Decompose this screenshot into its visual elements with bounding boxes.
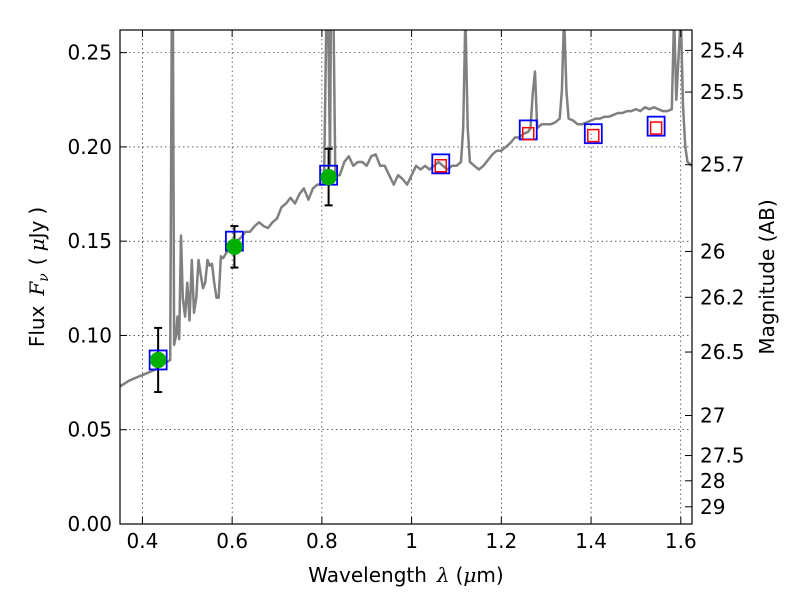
y-axis-label: FluxFν(μJy)	[25, 207, 52, 347]
plot-frame	[119, 29, 693, 525]
model-flux-marker	[583, 123, 603, 145]
x-tick-label: 0.6	[216, 529, 248, 553]
magnitude-tick-label: 28	[700, 469, 725, 493]
upper-limit-marker	[522, 126, 535, 141]
magnitude-axis-label: Magnitude (AB)	[755, 199, 779, 354]
x-tick-label: 0.8	[306, 529, 338, 553]
x-tick-label: 1.6	[665, 529, 697, 553]
error-bars	[148, 115, 666, 394]
y-tick-label: 0.15	[67, 229, 112, 253]
observed-flux-point	[320, 168, 337, 186]
observed-flux-point	[149, 351, 167, 369]
y-tick-label: 0.00	[67, 512, 112, 536]
plot-content	[120, 30, 692, 388]
observed-flux-point	[226, 238, 243, 256]
magnitude-tick-label: 26.2	[700, 285, 745, 309]
x-axis-label: Wavelength λ (μm)	[308, 563, 503, 587]
y-tick-label: 0.05	[67, 418, 112, 442]
magnitude-tick-label: 25.5	[700, 80, 745, 104]
upper-limit-marker	[587, 128, 600, 143]
plot-area	[120, 30, 692, 524]
sed-line	[120, 30, 692, 388]
magnitude-tick-label: 25.7	[700, 153, 745, 177]
magnitude-tick-label: 29	[700, 495, 725, 519]
magnitude-tick-label: 26.5	[700, 340, 745, 364]
model-flux-marker	[431, 153, 451, 175]
upper-limit-marker	[649, 121, 663, 135]
y-tick-label: 0.10	[67, 323, 112, 347]
magnitude-tick-label: 27.5	[700, 444, 745, 468]
model-flux-marker	[646, 115, 666, 137]
magnitude-tick-label: 25.4	[700, 38, 745, 62]
y-tick-label: 0.25	[67, 41, 112, 65]
x-tick-label: 1.2	[485, 529, 517, 553]
x-tick-label: 1	[405, 529, 418, 553]
x-tick-label: 1.4	[575, 529, 607, 553]
magnitude-tick-label: 26	[700, 239, 725, 263]
y-axis-ticks: 0.00 0.05 0.10 0.15 0.20 0.25	[67, 41, 127, 536]
magnitude-tick-label: 27	[700, 404, 725, 428]
y-tick-label: 0.20	[67, 135, 112, 159]
x-axis-ticks: 0.4 0.6 0.8 1 1.2 1.4 1.6	[127, 30, 697, 553]
x-tick-label: 0.4	[127, 529, 159, 553]
upper-limit-marker	[434, 159, 448, 173]
model-flux-marker	[148, 349, 168, 371]
